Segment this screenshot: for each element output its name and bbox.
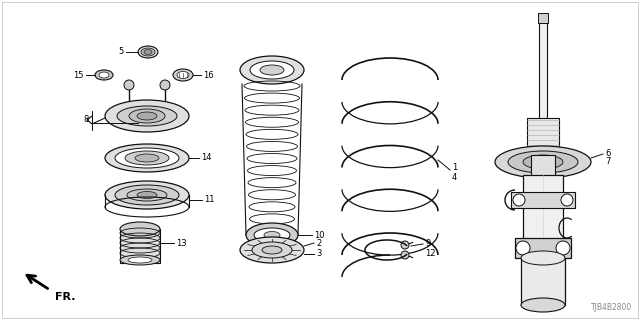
Ellipse shape [240, 56, 304, 84]
Text: 7: 7 [605, 157, 611, 166]
Ellipse shape [508, 151, 578, 173]
Text: TJB4B2800: TJB4B2800 [591, 303, 632, 312]
Circle shape [513, 194, 525, 206]
Ellipse shape [135, 154, 159, 162]
Bar [523, 175, 563, 240]
Text: 11: 11 [204, 196, 214, 204]
Ellipse shape [521, 298, 565, 312]
Circle shape [401, 251, 409, 259]
Text: FR.: FR. [55, 292, 76, 302]
Ellipse shape [95, 70, 113, 80]
Bar [120, 229, 160, 263]
Ellipse shape [117, 106, 177, 126]
Bar [527, 118, 559, 158]
Text: 4: 4 [452, 173, 457, 182]
Ellipse shape [250, 61, 294, 79]
Text: 16: 16 [203, 70, 214, 79]
Ellipse shape [105, 181, 189, 209]
Bar [511, 192, 575, 208]
Ellipse shape [260, 65, 284, 75]
Text: 14: 14 [201, 154, 211, 163]
Circle shape [556, 241, 570, 255]
Circle shape [516, 241, 530, 255]
Ellipse shape [105, 100, 189, 132]
Text: 3: 3 [316, 250, 321, 259]
Text: 9: 9 [425, 239, 430, 249]
Circle shape [401, 241, 409, 249]
Ellipse shape [105, 144, 189, 172]
Text: 6: 6 [605, 149, 611, 158]
Ellipse shape [120, 255, 160, 265]
Text: 2: 2 [316, 238, 321, 247]
Ellipse shape [125, 151, 169, 165]
Ellipse shape [495, 146, 591, 178]
Ellipse shape [144, 50, 152, 54]
Ellipse shape [252, 242, 292, 258]
Ellipse shape [115, 185, 179, 205]
Ellipse shape [523, 155, 563, 169]
Ellipse shape [137, 112, 157, 120]
Ellipse shape [521, 251, 565, 265]
Circle shape [160, 80, 170, 90]
Ellipse shape [120, 222, 160, 236]
Ellipse shape [262, 246, 282, 254]
Ellipse shape [115, 148, 179, 168]
Text: 15: 15 [74, 70, 84, 79]
Circle shape [124, 80, 134, 90]
Text: 12: 12 [425, 250, 435, 259]
Bar [538, 13, 548, 23]
Bar [531, 155, 555, 178]
Ellipse shape [129, 109, 165, 123]
Ellipse shape [177, 71, 189, 78]
Ellipse shape [254, 228, 290, 242]
Ellipse shape [99, 72, 109, 78]
Ellipse shape [240, 237, 304, 263]
Ellipse shape [138, 46, 158, 58]
Text: 8: 8 [84, 116, 89, 124]
Circle shape [561, 194, 573, 206]
Ellipse shape [264, 231, 280, 238]
Ellipse shape [127, 189, 167, 201]
Bar [539, 15, 547, 120]
Bar [521, 258, 565, 305]
Ellipse shape [137, 191, 157, 198]
Ellipse shape [128, 257, 152, 263]
Text: 5: 5 [119, 47, 124, 57]
Ellipse shape [246, 223, 298, 247]
Ellipse shape [141, 48, 155, 56]
Text: 10: 10 [314, 230, 324, 239]
Text: 1: 1 [452, 164, 457, 172]
Ellipse shape [173, 69, 193, 81]
Bar [515, 238, 571, 258]
Text: 13: 13 [176, 238, 187, 247]
